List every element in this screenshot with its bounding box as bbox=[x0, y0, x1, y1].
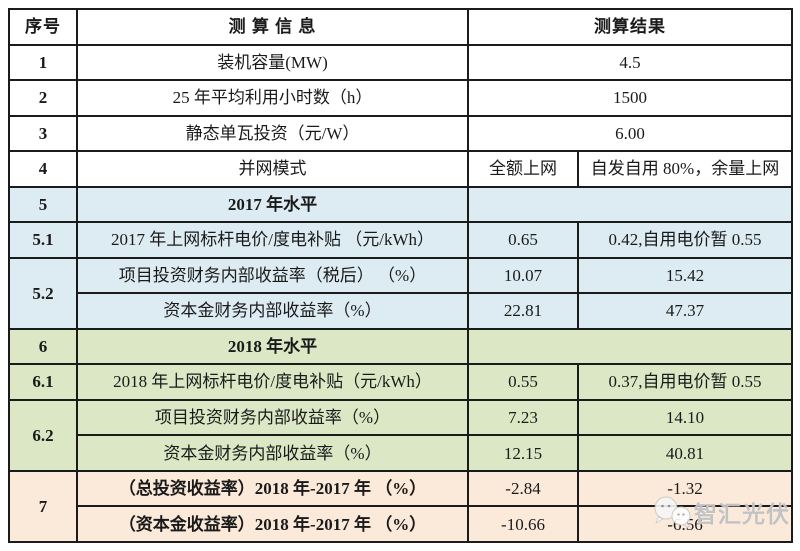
calculation-table: 序号 测 算 信 息 测算结果 1 装机容量(MW) 4.5 2 25 年平均利… bbox=[8, 8, 793, 544]
header-calc-info: 测 算 信 息 bbox=[76, 8, 469, 46]
row1-label: 装机容量(MW) bbox=[76, 43, 469, 82]
row7-total-roi-diff-self: -1.32 bbox=[577, 469, 793, 508]
row5-value bbox=[467, 185, 793, 224]
row7-label-total-roi-diff: （总投资收益率）2018 年-2017 年 （%） bbox=[76, 469, 469, 508]
row61-full-grid-value: 0.55 bbox=[467, 363, 579, 401]
row51-full-grid-value: 0.65 bbox=[467, 221, 579, 259]
row52-project-irr-full: 10.07 bbox=[467, 256, 579, 295]
row5-label: 2017 年水平 bbox=[76, 185, 469, 224]
row52-label-project-irr: 项目投资财务内部收益率（税后） （%） bbox=[76, 256, 469, 295]
row51-label: 2017 年上网标杆电价/度电补贴 （元/kWh） bbox=[76, 221, 469, 259]
table-row: 5.1 2017 年上网标杆电价/度电补贴 （元/kWh） 0.65 0.42,… bbox=[8, 221, 793, 259]
row3-no: 3 bbox=[8, 114, 78, 153]
row52-capital-irr-full: 22.81 bbox=[467, 292, 579, 330]
row6-no: 6 bbox=[8, 327, 78, 366]
row7-no: 7 bbox=[8, 469, 78, 544]
row2-value: 1500 bbox=[467, 79, 793, 117]
row7-label-capital-roi-diff: （资本金收益率）2018 年-2017 年 （%） bbox=[76, 505, 469, 543]
row62-project-irr-self: 14.10 bbox=[577, 398, 793, 437]
row4-no: 4 bbox=[8, 150, 78, 188]
row52-project-irr-self: 15.42 bbox=[577, 256, 793, 295]
table-row: 7 （总投资收益率）2018 年-2017 年 （%） -2.84 -1.32 bbox=[8, 469, 793, 544]
header-serial-no: 序号 bbox=[8, 8, 78, 46]
row52-label-capital-irr: 资本金财务内部收益率（%） bbox=[76, 292, 469, 330]
row62-capital-irr-self: 40.81 bbox=[577, 434, 793, 472]
table-row: 6.1 2018 年上网标杆电价/度电补贴（元/kWh） 0.55 0.37,自… bbox=[8, 363, 793, 401]
row7-capital-roi-diff-full: -10.66 bbox=[467, 505, 579, 543]
table-row: 4 并网模式 全额上网 自发自用 80%，余量上网 bbox=[8, 150, 793, 188]
row7-capital-roi-diff-self: -6.56 bbox=[577, 505, 793, 543]
row62-label-project-irr: 项目投资财务内部收益率（%） bbox=[76, 398, 469, 437]
row62-label-capital-irr: 资本金财务内部收益率（%） bbox=[76, 434, 469, 472]
row62-project-irr-full: 7.23 bbox=[467, 398, 579, 437]
row52-no: 5.2 bbox=[8, 256, 78, 330]
table-row: 1 装机容量(MW) 4.5 bbox=[8, 43, 793, 82]
row4-full-grid-mode: 全额上网 bbox=[467, 150, 579, 188]
section-2018-header-row: 6 2018 年水平 bbox=[8, 327, 793, 366]
row61-no: 6.1 bbox=[8, 363, 78, 401]
table-row: （资本金收益率）2018 年-2017 年 （%） -10.66 -6.56 bbox=[9, 505, 793, 543]
table-row: 资本金财务内部收益率（%） 12.15 40.81 bbox=[9, 434, 793, 472]
row62-capital-irr-full: 12.15 bbox=[467, 434, 579, 472]
row6-label: 2018 年水平 bbox=[76, 327, 469, 366]
row51-self-use-value: 0.42,自用电价暂 0.55 bbox=[577, 221, 793, 259]
row5-no: 5 bbox=[8, 185, 78, 224]
header-calc-result: 测算结果 bbox=[467, 8, 793, 46]
row4-label: 并网模式 bbox=[76, 150, 469, 188]
table-row: 资本金财务内部收益率（%） 22.81 47.37 bbox=[9, 292, 793, 330]
row52-capital-irr-self: 47.37 bbox=[577, 292, 793, 330]
row6-value bbox=[467, 327, 793, 366]
row7-total-roi-diff-full: -2.84 bbox=[467, 469, 579, 508]
row2-label: 25 年平均利用小时数（h） bbox=[76, 79, 469, 117]
row62-no: 6.2 bbox=[8, 398, 78, 472]
row2-no: 2 bbox=[8, 79, 78, 117]
table-header-row: 序号 测 算 信 息 测算结果 bbox=[8, 8, 793, 46]
row61-self-use-value: 0.37,自用电价暂 0.55 bbox=[577, 363, 793, 401]
row1-no: 1 bbox=[8, 43, 78, 82]
row3-value: 6.00 bbox=[467, 114, 793, 153]
table-row: 2 25 年平均利用小时数（h） 1500 bbox=[8, 79, 793, 117]
table-row: 5.2 项目投资财务内部收益率（税后） （%） 10.07 15.42 bbox=[8, 256, 793, 330]
row1-value: 4.5 bbox=[467, 43, 793, 82]
table-row: 6.2 项目投资财务内部收益率（%） 7.23 14.10 bbox=[8, 398, 793, 472]
section-2017-header-row: 5 2017 年水平 bbox=[8, 185, 793, 224]
table-row: 3 静态单瓦投资（元/W） 6.00 bbox=[8, 114, 793, 153]
row3-label: 静态单瓦投资（元/W） bbox=[76, 114, 469, 153]
row51-no: 5.1 bbox=[8, 221, 78, 259]
row61-label: 2018 年上网标杆电价/度电补贴（元/kWh） bbox=[76, 363, 469, 401]
row4-self-use-mode: 自发自用 80%，余量上网 bbox=[577, 150, 793, 188]
